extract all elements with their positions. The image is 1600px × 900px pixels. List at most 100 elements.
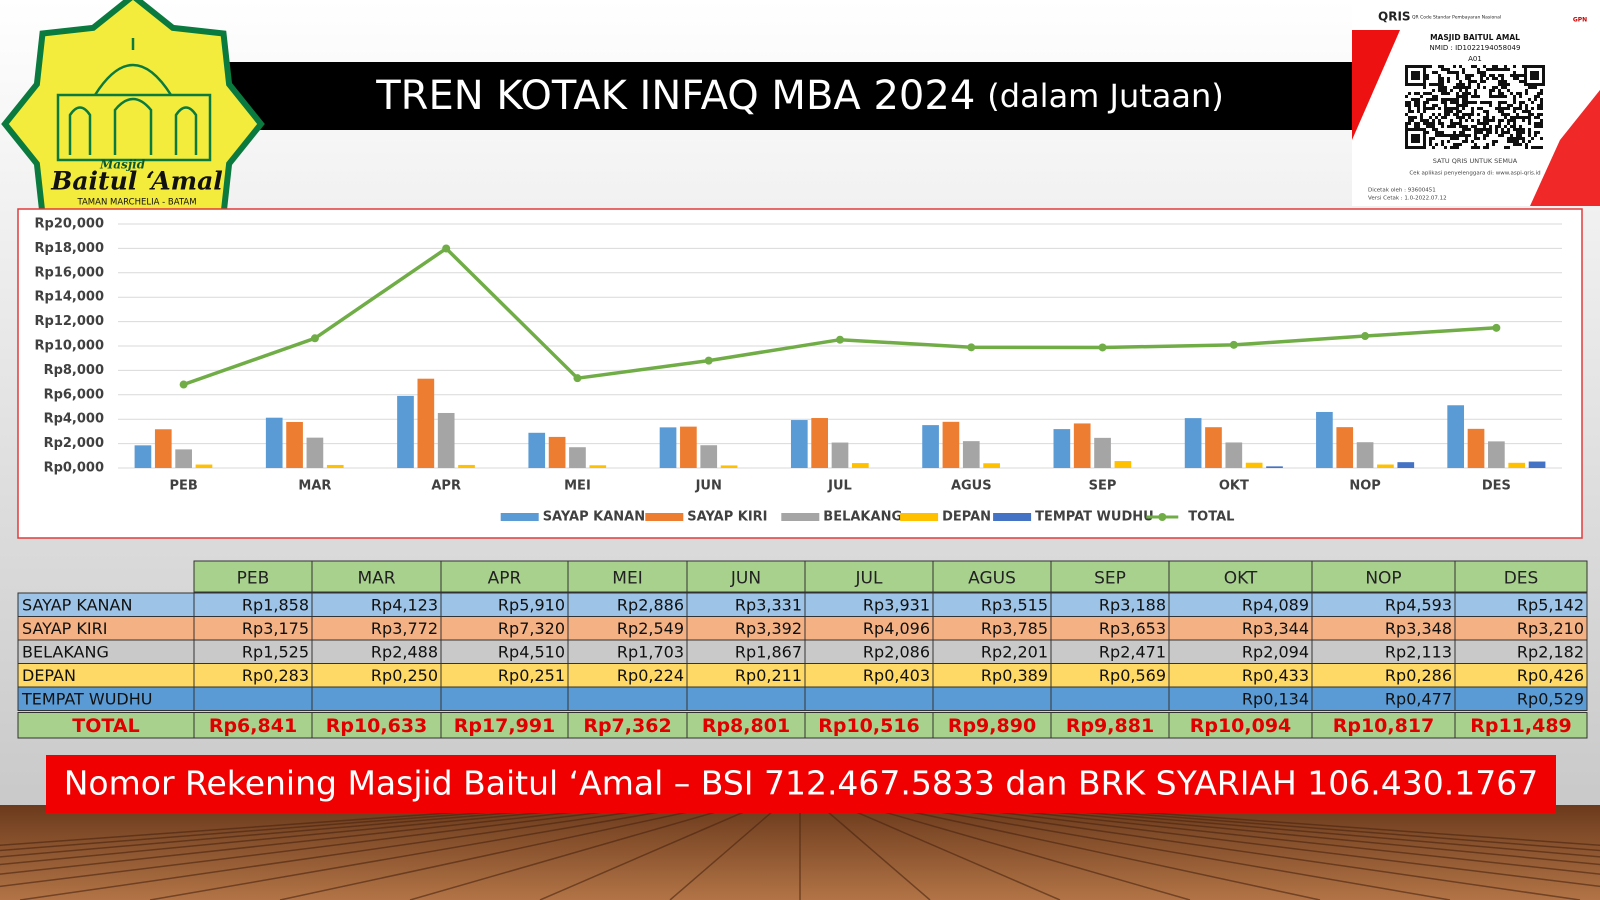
qr-cell [1438, 80, 1441, 83]
qr-cell [1540, 125, 1543, 128]
qr-cell [1429, 65, 1432, 68]
table-value: Rp10,817 [1333, 715, 1435, 737]
bar [983, 463, 1000, 468]
qr-cell [1453, 122, 1456, 125]
qr-cell [1456, 86, 1459, 89]
qr-cell [1465, 134, 1468, 137]
qr-cell [1480, 74, 1483, 77]
table-row-bg [17, 686, 1588, 711]
table-header: SEP [1094, 569, 1126, 589]
qr-cell [1507, 140, 1510, 143]
qr-cell [1507, 104, 1510, 107]
floor-plank [0, 804, 661, 888]
qr-cell [1441, 134, 1444, 137]
qris-version: Versi Cetak : 1.0-2022.07.12 [1368, 196, 1447, 202]
qr-cell [1471, 125, 1474, 128]
qr-cell [1519, 107, 1522, 110]
qr-cell [1495, 68, 1498, 71]
table-value: Rp2,886 [617, 595, 684, 614]
qr-cell [1480, 71, 1483, 74]
qr-cell [1441, 77, 1444, 80]
bar [831, 442, 849, 468]
qr-cell [1486, 77, 1489, 80]
qr-cell [1507, 83, 1510, 86]
qr-cell [1447, 140, 1450, 143]
qr-cell [1474, 80, 1477, 83]
qr-cell [1441, 89, 1444, 92]
qr-cell [1516, 107, 1519, 110]
qr-cell [1429, 143, 1432, 146]
table-value: Rp0,529 [1517, 689, 1584, 708]
legend-label: SAYAP KANAN [543, 510, 645, 525]
chart-frame [17, 208, 1583, 539]
legend-swatch [645, 513, 684, 521]
qr-cell [1459, 83, 1462, 86]
qr-cell [1540, 107, 1543, 110]
qr-cell [1447, 92, 1450, 95]
qris-terminal: A01 [1468, 55, 1482, 63]
bar [417, 378, 435, 468]
qr-cell [1528, 122, 1531, 125]
table-value: Rp2,201 [981, 642, 1048, 661]
floor-plank [979, 804, 1600, 866]
qr-cell [1483, 110, 1486, 113]
qr-cell [1537, 104, 1540, 107]
qr-cell [1519, 92, 1522, 95]
qr-cell [1405, 95, 1408, 98]
legend-swatch [781, 513, 820, 521]
qr-cell [1489, 125, 1492, 128]
qr-cell [1519, 143, 1522, 146]
qr-cell [1492, 95, 1495, 98]
bar [680, 426, 697, 468]
qr-cell [1462, 134, 1465, 137]
bar [720, 465, 738, 468]
qr-cell [1486, 134, 1489, 137]
qr-cell [1438, 74, 1441, 77]
floor-plank [0, 804, 641, 875]
data-table: PEB MAR APR MEI JUN JUL AGUS SEP OKT NOP DES SAYAP … [17, 560, 1588, 739]
table-value: Rp5,142 [1517, 595, 1584, 614]
qr-cell [1462, 125, 1465, 128]
qr-cell [1531, 146, 1534, 149]
qr-cell [1438, 131, 1441, 134]
qris-gpn: GPN [1573, 17, 1587, 24]
line-marker [967, 343, 976, 352]
qr-cell [1432, 71, 1435, 74]
qr-cell [1444, 92, 1447, 95]
qr-cell [1444, 113, 1447, 116]
qr-cell [1456, 116, 1459, 119]
table-value: Rp0,389 [981, 666, 1048, 685]
table-value: Rp3,188 [1099, 595, 1166, 614]
table-row-label: TEMPAT WUDHU [21, 689, 152, 708]
table-value: Rp2,471 [1099, 642, 1166, 661]
qr-cell [1489, 128, 1492, 131]
qr-cell [1468, 77, 1471, 80]
table-value: Rp3,653 [1099, 619, 1166, 638]
qr-cell [1453, 113, 1456, 116]
qr-cell [1453, 71, 1456, 74]
bar [1073, 423, 1091, 468]
qris-brand: QRIS [1378, 10, 1411, 24]
qr-cell [1453, 131, 1456, 134]
qr-cell [1540, 122, 1543, 125]
qr-cell [1438, 65, 1441, 68]
qr-cell [1474, 134, 1477, 137]
qr-cell [1489, 95, 1492, 98]
bar [397, 395, 414, 468]
qr-cell [1504, 80, 1507, 83]
qr-cell [1534, 98, 1537, 101]
table-value: Rp0,134 [1242, 689, 1309, 708]
qr-cell [1441, 98, 1444, 101]
qr-cell [1516, 131, 1519, 134]
chart-title: TREN KOTAK INFAQ MBA 2024 (dalam Jutaan) [375, 73, 1224, 119]
qr-cell [1510, 125, 1513, 128]
qr-cell [1408, 119, 1411, 122]
y-tick-label: Rp12,000 [35, 314, 104, 329]
qr-cell [1495, 95, 1498, 98]
qr-cell [1477, 71, 1480, 74]
floor-planks [0, 804, 1600, 900]
qr-cell [1483, 122, 1486, 125]
table-value: Rp4,089 [1242, 595, 1309, 614]
qr-cell [1456, 107, 1459, 110]
qr-cell [1501, 80, 1504, 83]
